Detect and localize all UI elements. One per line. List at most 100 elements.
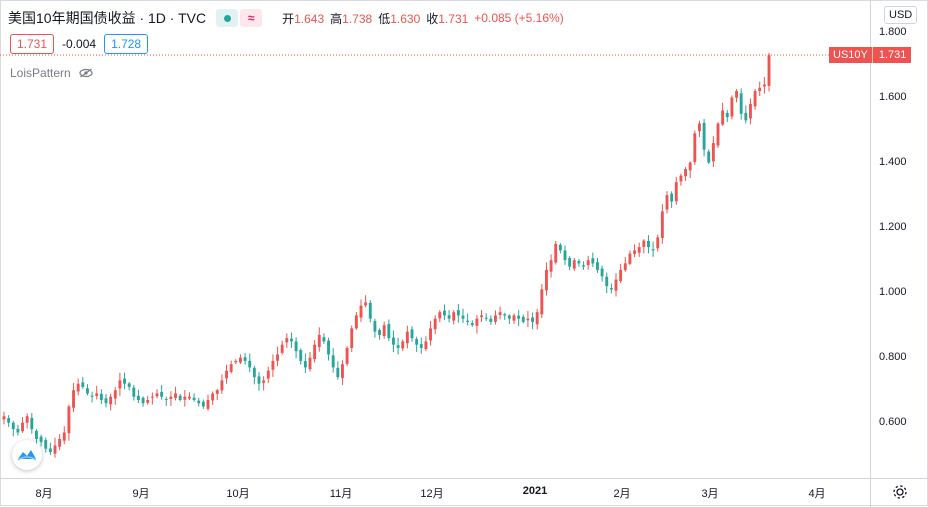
candle-body[interactable] (461, 315, 465, 319)
candle-body[interactable] (322, 337, 326, 342)
candle-body[interactable] (563, 250, 567, 261)
candle-body[interactable] (197, 400, 201, 404)
candle-body[interactable] (494, 315, 497, 322)
candle-body[interactable] (628, 253, 632, 264)
candle-body[interactable] (364, 302, 368, 306)
candle-body[interactable] (206, 399, 210, 409)
candle-body[interactable] (452, 312, 456, 321)
candle-body[interactable] (656, 237, 660, 249)
candle-body[interactable] (679, 175, 683, 182)
candle-body[interactable] (373, 320, 377, 332)
candle-body[interactable] (299, 350, 303, 361)
candle-body[interactable] (549, 260, 553, 272)
candle-body[interactable] (507, 315, 511, 319)
candle-body[interactable] (234, 360, 238, 363)
candle-body[interactable] (81, 382, 85, 387)
candle-body[interactable] (183, 396, 187, 400)
candle-body[interactable] (470, 323, 474, 326)
candle-body[interactable] (503, 314, 507, 316)
tradingview-logo-icon[interactable] (12, 440, 42, 470)
candle-body[interactable] (749, 104, 752, 119)
candle-body[interactable] (392, 337, 395, 345)
candle-body[interactable] (512, 315, 516, 321)
plot-area[interactable] (0, 0, 870, 478)
candle-body[interactable] (359, 305, 363, 318)
candle-body[interactable] (702, 122, 706, 150)
candle-body[interactable] (744, 112, 748, 121)
candle-body[interactable] (614, 279, 618, 291)
candle-body[interactable] (2, 416, 6, 420)
candle-body[interactable] (647, 240, 650, 248)
candle-body[interactable] (670, 193, 674, 202)
candle-body[interactable] (76, 383, 80, 392)
candle-body[interactable] (396, 345, 400, 348)
candle-body[interactable] (382, 325, 386, 337)
candle-body[interactable] (137, 395, 140, 400)
candle-body[interactable] (693, 133, 697, 162)
candle-body[interactable] (248, 360, 252, 368)
candle-body[interactable] (480, 315, 483, 318)
candle-body[interactable] (698, 123, 701, 132)
candle-body[interactable] (609, 288, 613, 290)
candle-body[interactable] (721, 110, 725, 125)
candle-body[interactable] (651, 249, 655, 251)
candle-body[interactable] (327, 340, 330, 355)
candle-body[interactable] (178, 395, 182, 400)
currency-button[interactable]: USD (884, 6, 918, 24)
candle-body[interactable] (521, 316, 525, 322)
candle-body[interactable] (707, 151, 711, 163)
candle-body[interactable] (378, 329, 381, 335)
candle-body[interactable] (211, 393, 215, 401)
candle-body[interactable] (86, 388, 89, 394)
candle-body[interactable] (141, 397, 145, 404)
candle-body[interactable] (113, 390, 117, 399)
quote-status-badge[interactable] (216, 9, 239, 27)
candle-body[interactable] (285, 338, 289, 343)
candle-body[interactable] (484, 317, 488, 319)
candle-body[interactable] (48, 448, 52, 452)
candle-body[interactable] (192, 397, 196, 400)
candle-body[interactable] (545, 269, 548, 291)
candle-body[interactable] (155, 393, 159, 397)
candle-body[interactable] (11, 422, 15, 430)
candle-body[interactable] (596, 262, 599, 270)
candle-body[interactable] (229, 364, 233, 372)
candle-body[interactable] (169, 396, 173, 399)
candle-body[interactable] (443, 310, 446, 316)
candle-body[interactable] (730, 97, 734, 117)
candle-body[interactable] (401, 341, 405, 349)
candle-body[interactable] (7, 418, 11, 423)
candle-body[interactable] (424, 341, 428, 350)
candle-body[interactable] (164, 399, 168, 401)
candle-body[interactable] (341, 364, 344, 378)
candle-body[interactable] (558, 244, 562, 251)
candle-body[interactable] (498, 312, 502, 315)
candle-body[interactable] (540, 289, 544, 315)
candle-body[interactable] (67, 406, 71, 434)
price-axis[interactable]: 1.800 1.600 1.400 1.200 1.000 0.800 0.600 (870, 0, 928, 478)
candle-body[interactable] (150, 396, 154, 398)
candle-body[interactable] (25, 416, 29, 423)
candle-body[interactable] (688, 162, 692, 171)
candle-body[interactable] (429, 328, 432, 341)
candle-body[interactable] (642, 240, 646, 247)
candle-body[interactable] (535, 312, 539, 325)
candle-body[interactable] (586, 260, 590, 266)
candle-body[interactable] (660, 211, 664, 238)
candle-body[interactable] (160, 392, 164, 397)
candle-body[interactable] (118, 380, 122, 389)
candle-body[interactable] (30, 417, 34, 430)
candle-body[interactable] (280, 344, 284, 353)
candle-body[interactable] (174, 393, 177, 399)
candle-body[interactable] (109, 396, 113, 405)
candle-body[interactable] (762, 84, 766, 87)
candle-body[interactable] (35, 430, 38, 439)
candle-body[interactable] (410, 329, 414, 339)
candle-body[interactable] (767, 55, 771, 86)
candle-body[interactable] (58, 438, 62, 447)
candle-body[interactable] (266, 370, 270, 379)
candle-body[interactable] (725, 112, 729, 118)
candle-body[interactable] (433, 318, 437, 330)
candle-body[interactable] (387, 324, 391, 339)
eye-off-icon[interactable] (79, 68, 93, 78)
